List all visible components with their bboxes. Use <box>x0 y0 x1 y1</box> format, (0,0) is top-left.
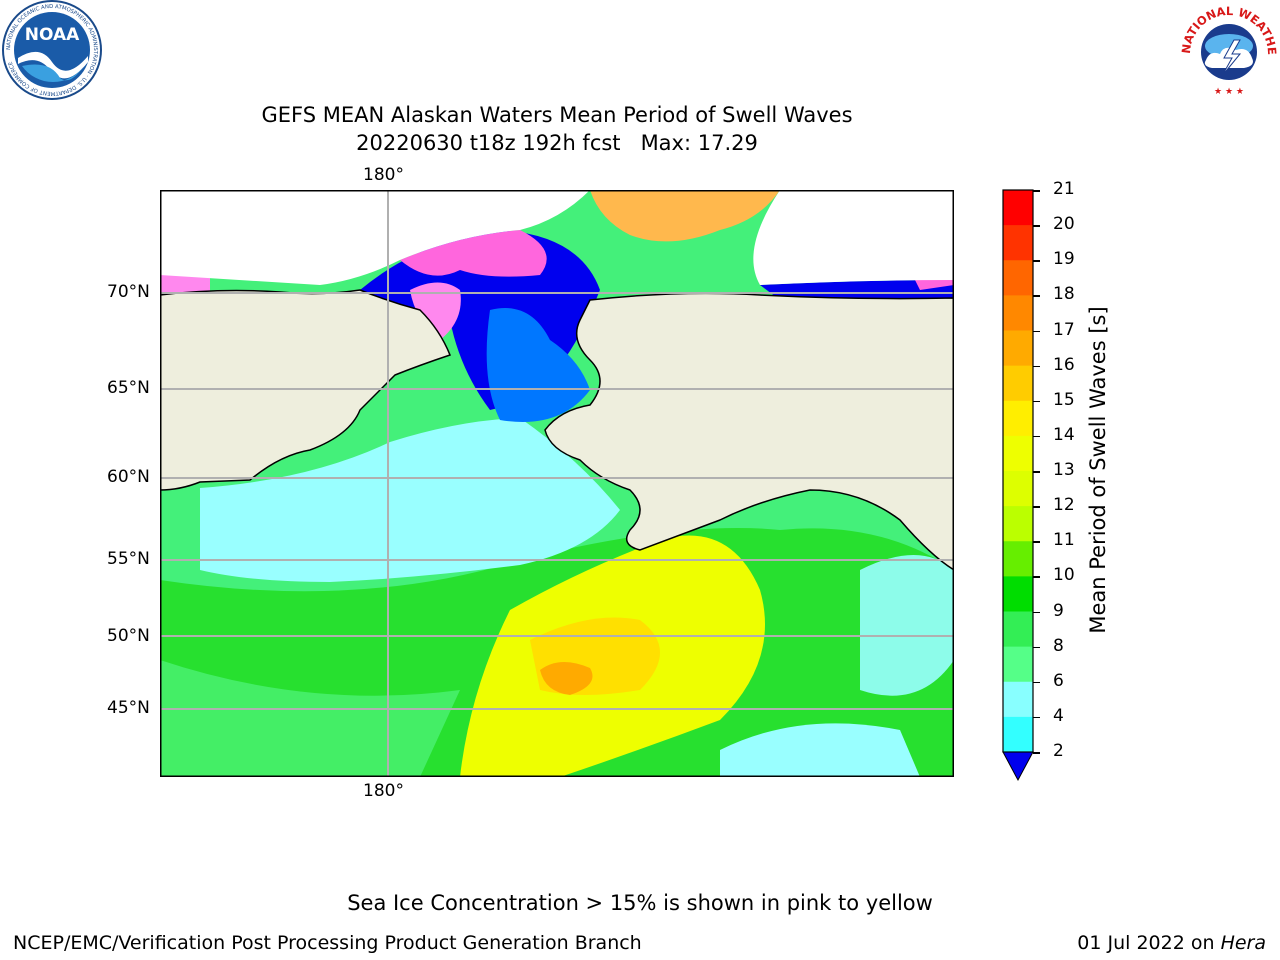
colorbar-tick-label: 14 <box>1053 424 1075 445</box>
sea-ice-note: Sea Ice Concentration > 15% is shown in … <box>347 891 933 915</box>
map-gridlines <box>160 190 954 777</box>
colorbar-segment <box>1003 646 1033 683</box>
colorbar-tick-label: 2 <box>1053 741 1064 761</box>
colorbar-tick-mark <box>1033 295 1040 297</box>
colorbar-segment <box>1003 365 1033 402</box>
sea-ice-orange <box>590 190 780 242</box>
colorbar-tick-mark <box>1033 260 1040 262</box>
colorbar <box>1002 189 1034 782</box>
swell-zone-cyan-east <box>860 555 954 696</box>
footer-machine: Hera <box>1220 932 1266 954</box>
colorbar-tick-label: 15 <box>1053 389 1075 410</box>
swell-zone-cyan-south <box>720 723 920 777</box>
colorbar-segment <box>1003 435 1033 472</box>
lat-label-65n: 65°N <box>107 378 150 398</box>
colorbar-segment <box>1003 471 1033 507</box>
lon-label-bottom: 180° <box>363 781 404 801</box>
colorbar-tick-mark <box>1033 752 1040 754</box>
sea-ice-pink <box>400 230 547 277</box>
colorbar-tick-label: 8 <box>1053 635 1064 656</box>
colorbar-segment <box>1003 611 1033 648</box>
lon-label-top: 180° <box>363 165 404 185</box>
colorbar-segment <box>1003 541 1033 577</box>
colorbar-tick-mark <box>1033 506 1040 508</box>
colorbar-segment <box>1003 576 1033 612</box>
nws-logo: NATIONAL WEATHER SERVICE ★ ★ ★ <box>1178 0 1279 99</box>
colorbar-tick-label: 4 <box>1053 705 1064 726</box>
footer-date-text: 01 Jul 2022 on <box>1077 932 1221 954</box>
colorbar-tick-label: 13 <box>1053 460 1075 480</box>
colorbar-tick-label: 10 <box>1053 565 1075 586</box>
noaa-text: NOAA <box>25 25 80 45</box>
colorbar-under-triangle <box>1002 751 1034 782</box>
colorbar-segment <box>1003 295 1033 331</box>
footer-date: 01 Jul 2022 on Hera <box>1077 932 1266 954</box>
sea-ice-pink-west <box>410 282 461 340</box>
lat-label-50n: 50°N <box>107 626 150 646</box>
colorbar-tick-mark <box>1033 646 1040 649</box>
no-data-arctic-east <box>753 190 954 285</box>
colorbar-tick-label: 20 <box>1053 214 1075 235</box>
colorbar-segment <box>1003 260 1033 296</box>
chart-title-line1: GEFS MEAN Alaskan Waters Mean Period of … <box>261 103 853 127</box>
no-data-arctic <box>160 190 590 285</box>
colorbar-tick-mark <box>1033 400 1040 403</box>
swell-zone-mid <box>160 660 460 777</box>
colorbar-segment <box>1003 190 1033 226</box>
footer-credit: NCEP/EMC/Verification Post Processing Pr… <box>13 932 642 954</box>
colorbar-tick-label: 21 <box>1053 179 1075 199</box>
colorbar-tick-mark <box>1033 681 1040 684</box>
colorbar-segments <box>1003 190 1033 753</box>
colorbar-segment <box>1003 681 1033 718</box>
colorbar-segment <box>1003 400 1033 437</box>
colorbar-tick-mark <box>1033 716 1040 719</box>
colorbar-tick-label: 17 <box>1053 319 1075 340</box>
colorbar-tick-mark <box>1033 225 1040 227</box>
swell-zone-cyan-bering <box>200 418 620 582</box>
map-frame <box>160 190 954 777</box>
chart-title-line2: 20220630 t18z 192h fcst Max: 17.29 <box>356 131 758 155</box>
colorbar-tick-label: 9 <box>1053 600 1064 621</box>
colorbar-segment <box>1003 225 1033 261</box>
lat-label-60n: 60°N <box>107 467 150 487</box>
svg-text:★ ★ ★: ★ ★ ★ <box>1214 87 1244 97</box>
colorbar-tick-label: 6 <box>1053 670 1064 691</box>
land-alaska <box>544 292 954 571</box>
swell-zone-orange <box>540 661 593 695</box>
colorbar-tick-mark <box>1033 576 1040 578</box>
colorbar-segment <box>1003 330 1033 367</box>
colorbar-tick-label: 19 <box>1053 249 1075 270</box>
colorbar-segment <box>1003 506 1033 542</box>
colorbar-tick-mark <box>1033 330 1040 332</box>
lat-label-55n: 55°N <box>107 549 150 569</box>
lat-label-70n: 70°N <box>107 282 150 302</box>
colorbar-tick-mark <box>1033 471 1040 473</box>
colorbar-tick-mark <box>1033 541 1040 543</box>
colorbar-tick-label: 11 <box>1053 530 1075 551</box>
noaa-logo: NOAA NATIONAL OCEANIC AND ATMOSPHERIC AD… <box>2 0 102 100</box>
colorbar-tick-label: 16 <box>1053 354 1075 375</box>
colorbar-tick-label: 18 <box>1053 284 1075 305</box>
colorbar-tick-mark <box>1033 435 1040 438</box>
swell-zone-blue-mid <box>486 308 590 422</box>
colorbar-tick-mark <box>1033 190 1040 192</box>
lat-label-45n: 45°N <box>107 698 150 718</box>
colorbar-tick-mark <box>1033 365 1040 368</box>
colorbar-segment <box>1003 716 1033 753</box>
colorbar-tick-mark <box>1033 611 1040 613</box>
colorbar-tick-label: 12 <box>1053 495 1075 516</box>
map-panel <box>160 190 954 777</box>
colorbar-label: Mean Period of Swell Waves [s] <box>1086 306 1110 634</box>
